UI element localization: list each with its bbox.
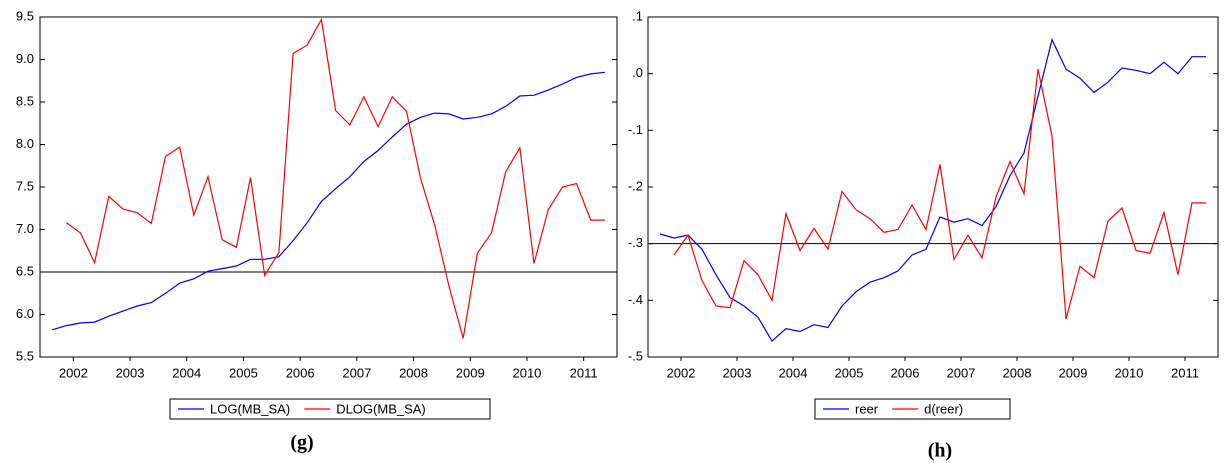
x-tick-label: 2005 [835, 365, 864, 380]
y-tick-label: .0 [632, 65, 643, 80]
x-tick-label: 2002 [667, 365, 696, 380]
y-tick-label: 9.0 [16, 51, 34, 66]
y-tick-label: -.2 [628, 178, 643, 193]
x-tick-label: 2011 [570, 365, 598, 380]
plot-frame [647, 16, 1219, 358]
x-tick-label: 2004 [779, 365, 808, 380]
legend-label: LOG(MB_SA) [210, 401, 290, 416]
y-tick-label: -.4 [628, 292, 643, 307]
x-tick-label: 2003 [723, 365, 752, 380]
y-tick-label: 6.0 [16, 306, 34, 321]
x-tick-label: 2006 [286, 365, 315, 380]
x-tick-label: 2010 [1115, 365, 1144, 380]
legend-label: reer [855, 401, 879, 416]
series-line [659, 37, 1206, 343]
y-tick-label: 5.5 [16, 348, 34, 363]
legend-label: DLOG(MB_SA) [336, 401, 426, 416]
x-tick-label: 2009 [456, 365, 485, 380]
caption: (g) [290, 432, 313, 454]
x-tick-label: 2010 [512, 365, 541, 380]
x-tick-label: 2009 [1059, 365, 1088, 380]
y-tick-label: -.5 [628, 348, 643, 363]
x-tick-label: 2011 [1171, 365, 1199, 380]
x-tick-label: 2003 [116, 365, 145, 380]
x-tick-label: 2007 [342, 365, 371, 380]
y-tick-label: -.1 [628, 122, 643, 137]
y-tick-label: .1 [632, 8, 643, 23]
x-tick-label: 2008 [399, 365, 428, 380]
x-tick-label: 2006 [891, 365, 920, 380]
series-line [65, 17, 605, 339]
y-tick-label: 8.0 [16, 136, 34, 151]
x-tick-label: 2004 [172, 365, 201, 380]
caption: (h) [928, 440, 952, 462]
y-tick-label: 7.0 [16, 221, 34, 236]
x-tick-label: 2002 [59, 365, 88, 380]
series-line [51, 71, 605, 331]
x-tick-label: 2005 [229, 365, 258, 380]
x-tick-label: 2008 [1003, 365, 1032, 380]
series-line [673, 68, 1206, 320]
y-tick-label: 6.5 [16, 263, 34, 278]
y-tick-label: -.3 [628, 235, 643, 250]
x-tick-label: 2007 [947, 365, 976, 380]
y-tick-label: 8.5 [16, 93, 34, 108]
legend-label: d(reer) [924, 401, 963, 416]
y-tick-label: 9.5 [16, 8, 34, 23]
y-tick-label: 7.5 [16, 178, 34, 193]
